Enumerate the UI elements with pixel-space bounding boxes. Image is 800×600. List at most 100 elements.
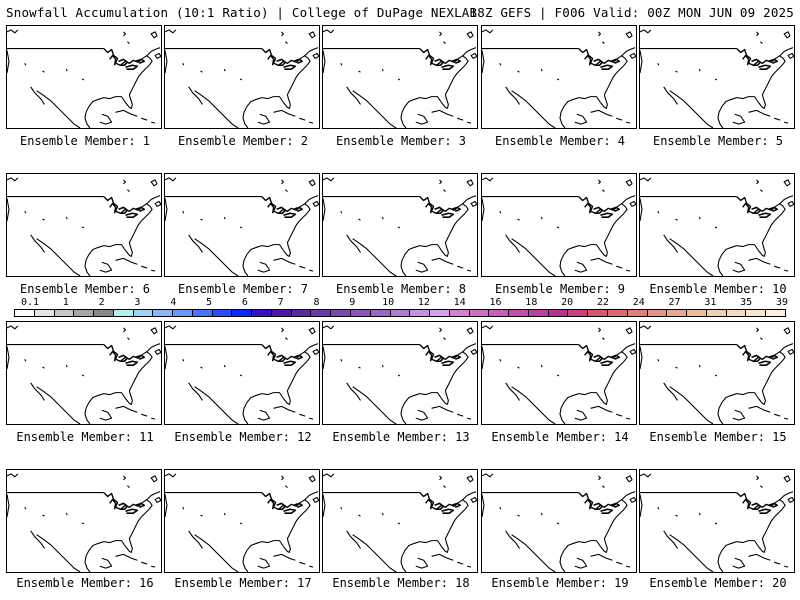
ensemble-member-label: Ensemble Member: 6 (19, 282, 151, 296)
ensemble-member-map (481, 173, 637, 277)
colorbar-swatch (568, 310, 589, 316)
map-title: Snowfall Accumulation (10:1 Ratio) | Col… (6, 5, 478, 20)
ensemble-member-label: Ensemble Member: 5 (652, 134, 784, 148)
ensemble-member-label: Ensemble Member: 9 (494, 282, 626, 296)
colorbar-swatch (647, 310, 668, 316)
colorbar-swatch (74, 310, 95, 316)
ensemble-member-map (481, 469, 637, 573)
snowfall-colorbar (14, 309, 786, 317)
basemap-outline (640, 29, 794, 128)
ensemble-member-label: Ensemble Member: 2 (177, 134, 309, 148)
colorbar-tick-label: 18 (525, 297, 538, 308)
colorbar-swatch (54, 310, 75, 316)
colorbar-swatch (687, 310, 707, 316)
basemap-outline (323, 29, 477, 128)
colorbar-swatch (726, 310, 747, 316)
colorbar-swatch (113, 310, 134, 316)
ensemble-member-label: Ensemble Member: 19 (491, 576, 629, 590)
basemap-outline (323, 177, 477, 276)
colorbar-swatch (212, 310, 233, 316)
colorbar-swatch (548, 310, 569, 316)
basemap-outline (323, 473, 477, 572)
colorbar-tick-label: 39 (775, 297, 789, 308)
colorbar-swatch (34, 310, 55, 316)
ensemble-member-map (322, 469, 478, 573)
colorbar-swatch (449, 310, 470, 316)
ensemble-member-label: Ensemble Member: 16 (16, 576, 154, 590)
ensemble-member-label: Ensemble Member: 14 (491, 430, 629, 444)
ensemble-member-label: Ensemble Member: 12 (174, 430, 312, 444)
colorbar-swatch (469, 310, 490, 316)
colorbar-swatch (627, 310, 648, 316)
ensemble-member-map (164, 321, 320, 425)
colorbar-swatch (528, 310, 549, 316)
ensemble-member-map (639, 321, 795, 425)
colorbar-swatch (489, 310, 510, 316)
colorbar-tick-label: 7 (277, 297, 284, 308)
ensemble-member-map (6, 25, 162, 129)
basemap-outline (640, 473, 794, 572)
basemap-outline (7, 177, 161, 276)
ensemble-member-map (639, 25, 795, 129)
ensemble-member-label: Ensemble Member: 8 (335, 282, 467, 296)
colorbar-swatch (607, 310, 628, 316)
colorbar-tick-label: 4 (170, 297, 177, 308)
ensemble-member-map (164, 469, 320, 573)
colorbar-swatch (370, 310, 391, 316)
colorbar-tick-label: 35 (740, 297, 753, 308)
colorbar-tick-label: 27 (668, 297, 681, 308)
basemap-outline (165, 29, 319, 128)
basemap-outline (165, 177, 319, 276)
basemap-outline (482, 177, 636, 276)
colorbar-tick-label: 12 (417, 297, 430, 308)
basemap-outline (165, 473, 319, 572)
colorbar-swatch (291, 310, 312, 316)
colorbar-tick-label: 2 (98, 297, 105, 308)
colorbar-swatch (252, 310, 272, 316)
colorbar-tick-label: 24 (632, 297, 645, 308)
ensemble-member-label: Ensemble Member: 11 (16, 430, 154, 444)
colorbar-swatch (15, 310, 35, 316)
basemap-outline (482, 325, 636, 424)
colorbar-tick-label: 20 (561, 297, 574, 308)
basemap-outline (482, 29, 636, 128)
ensemble-member-map (164, 173, 320, 277)
colorbar-tick-label: 16 (489, 297, 502, 308)
colorbar-swatch (588, 310, 608, 316)
ensemble-member-map (481, 321, 637, 425)
colorbar-swatch (153, 310, 174, 316)
colorbar-tick-label: 6 (241, 297, 248, 308)
ensemble-member-map (481, 25, 637, 129)
ensemble-member-label: Ensemble Member: 4 (494, 134, 626, 148)
basemap-outline (640, 177, 794, 276)
ensemble-member-label: Ensemble Member: 7 (177, 282, 309, 296)
colorbar-swatch (271, 310, 292, 316)
ensemble-member-label: Ensemble Member: 18 (332, 576, 470, 590)
colorbar-swatch (232, 310, 253, 316)
basemap-outline (7, 29, 161, 128)
colorbar-swatch (390, 310, 411, 316)
ensemble-member-label: Ensemble Member: 10 (649, 282, 787, 296)
colorbar-swatch (746, 310, 767, 316)
ensemble-member-map (322, 173, 478, 277)
ensemble-member-map (322, 25, 478, 129)
colorbar-tick-label: 8 (313, 297, 320, 308)
ensemble-member-map (6, 469, 162, 573)
colorbar-swatch (133, 310, 154, 316)
ensemble-member-label: Ensemble Member: 20 (649, 576, 787, 590)
ensemble-member-map (639, 469, 795, 573)
colorbar-swatch (173, 310, 193, 316)
colorbar-tick-label: 0.1 (20, 297, 40, 308)
colorbar-tick-label: 1 (62, 297, 69, 308)
ensemble-member-map (164, 25, 320, 129)
ensemble-member-label: Ensemble Member: 17 (174, 576, 312, 590)
colorbar-swatch (706, 310, 727, 316)
colorbar-tick-label: 14 (453, 297, 466, 308)
valid-time: 18Z GEFS | F006 Valid: 00Z MON JUN 09 20… (469, 5, 794, 20)
colorbar-swatch (351, 310, 371, 316)
colorbar-swatch (509, 310, 529, 316)
colorbar-swatch (430, 310, 450, 316)
ensemble-member-map (6, 173, 162, 277)
colorbar-swatch (667, 310, 688, 316)
basemap-outline (482, 473, 636, 572)
